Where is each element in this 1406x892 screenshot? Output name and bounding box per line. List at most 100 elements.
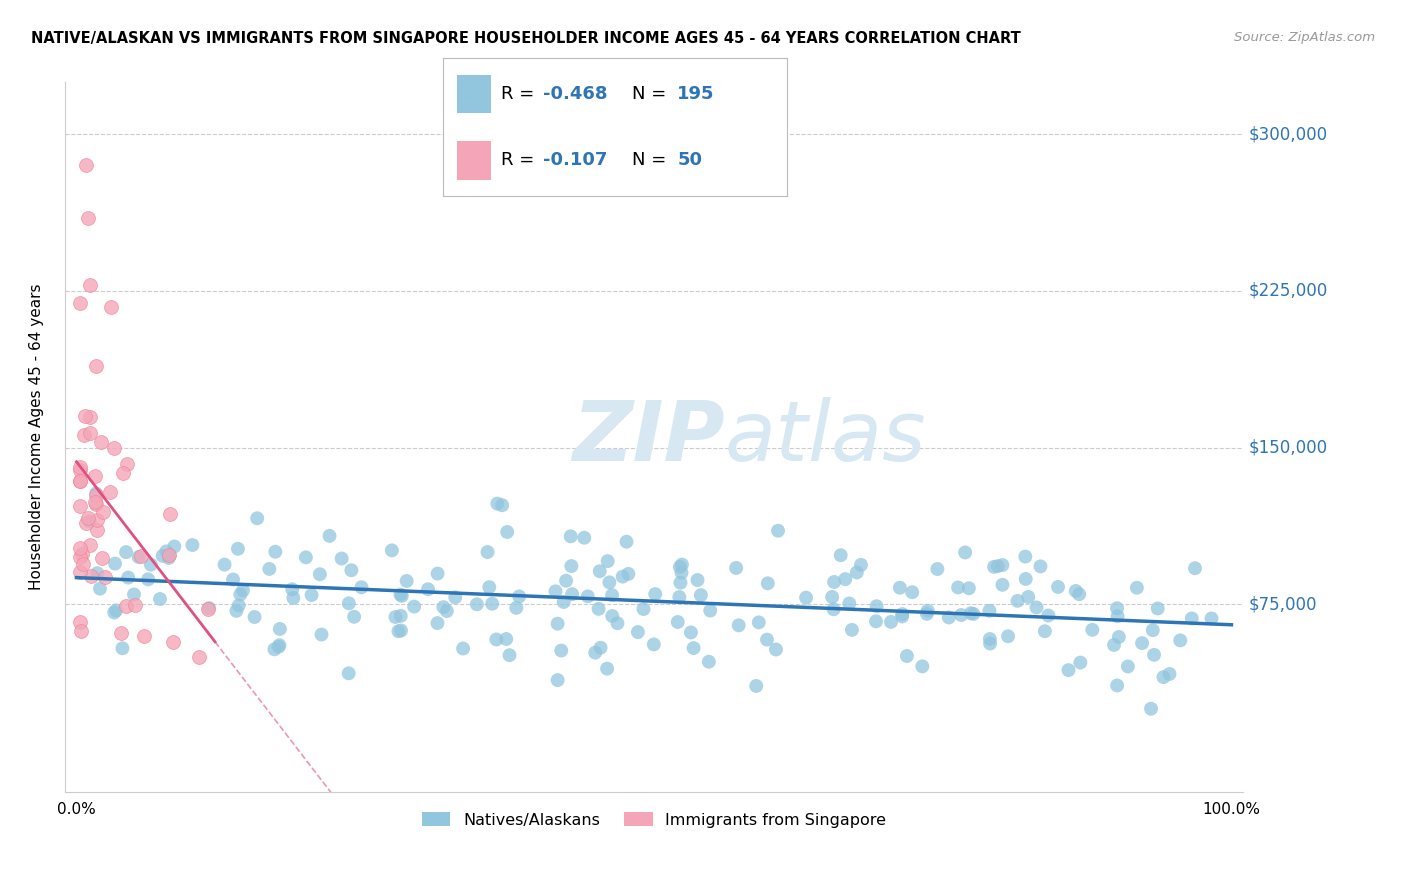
- Point: [389, 608, 412, 623]
- Point: [162, 635, 184, 649]
- Point: [498, 648, 520, 662]
- Text: atlas: atlas: [724, 397, 927, 477]
- Point: [69, 459, 91, 474]
- Point: [1081, 623, 1104, 637]
- Point: [633, 602, 655, 616]
- Point: [911, 659, 934, 673]
- Point: [163, 540, 186, 554]
- Point: [481, 597, 503, 611]
- Text: R =: R =: [502, 85, 540, 103]
- Point: [444, 591, 467, 605]
- Point: [75, 159, 97, 173]
- Point: [1108, 630, 1130, 644]
- Point: [91, 504, 114, 518]
- Point: [84, 488, 107, 502]
- Point: [246, 511, 269, 525]
- Point: [283, 591, 305, 605]
- Point: [69, 565, 91, 579]
- Point: [104, 557, 127, 571]
- Point: [226, 541, 249, 556]
- Text: -0.107: -0.107: [543, 152, 607, 169]
- Point: [69, 541, 91, 555]
- Point: [79, 538, 101, 552]
- Point: [309, 567, 332, 582]
- Point: [865, 599, 887, 614]
- Point: [1047, 580, 1070, 594]
- Point: [1029, 559, 1052, 574]
- Y-axis label: Householder Income Ages 45 - 64 years: Householder Income Ages 45 - 64 years: [30, 284, 44, 591]
- Point: [830, 548, 852, 562]
- Point: [115, 599, 138, 614]
- Point: [117, 571, 139, 585]
- Point: [547, 616, 569, 631]
- Point: [181, 538, 204, 552]
- Point: [391, 589, 413, 603]
- Point: [1069, 587, 1091, 601]
- Point: [508, 590, 530, 604]
- Point: [115, 545, 138, 559]
- Point: [159, 507, 181, 521]
- Point: [544, 584, 567, 599]
- Point: [901, 585, 924, 599]
- Bar: [457, 75, 491, 113]
- Point: [1107, 678, 1129, 692]
- Text: 195: 195: [678, 85, 714, 103]
- Point: [606, 616, 628, 631]
- Point: [1102, 638, 1125, 652]
- Point: [553, 595, 575, 609]
- Point: [991, 578, 1014, 592]
- Point: [115, 457, 138, 471]
- Point: [962, 607, 984, 621]
- Point: [152, 549, 174, 563]
- Point: [496, 524, 519, 539]
- Point: [72, 557, 94, 571]
- Text: $300,000: $300,000: [1249, 125, 1329, 143]
- Point: [69, 499, 91, 513]
- Point: [495, 632, 517, 646]
- Point: [679, 625, 702, 640]
- Point: [478, 580, 501, 594]
- Point: [159, 549, 181, 563]
- Point: [765, 642, 787, 657]
- Text: NATIVE/ALASKAN VS IMMIGRANTS FROM SINGAPORE HOUSEHOLDER INCOME AGES 45 - 64 YEAR: NATIVE/ALASKAN VS IMMIGRANTS FROM SINGAP…: [31, 31, 1021, 46]
- Point: [80, 568, 103, 582]
- Point: [756, 576, 779, 591]
- Point: [94, 570, 117, 584]
- Point: [598, 575, 620, 590]
- Point: [1153, 670, 1175, 684]
- Point: [491, 498, 513, 512]
- Point: [83, 468, 105, 483]
- Point: [600, 609, 623, 624]
- Point: [350, 580, 373, 594]
- Point: [311, 627, 333, 641]
- Point: [896, 648, 918, 663]
- Point: [766, 524, 789, 538]
- Point: [477, 545, 499, 559]
- Point: [69, 615, 91, 629]
- Point: [84, 495, 107, 509]
- Point: [100, 300, 122, 314]
- Point: [927, 562, 949, 576]
- Point: [689, 588, 711, 602]
- Point: [555, 574, 578, 588]
- Point: [243, 610, 266, 624]
- Point: [745, 679, 768, 693]
- Point: [889, 581, 911, 595]
- Point: [70, 547, 93, 561]
- Point: [841, 623, 863, 637]
- Point: [416, 582, 439, 597]
- Point: [111, 641, 134, 656]
- Point: [69, 549, 91, 564]
- Point: [821, 590, 844, 604]
- Point: [404, 599, 426, 614]
- Point: [79, 409, 101, 424]
- Point: [589, 640, 612, 655]
- Point: [381, 543, 404, 558]
- Point: [387, 624, 409, 639]
- Point: [73, 428, 96, 442]
- Point: [1143, 648, 1166, 662]
- Point: [1014, 549, 1036, 564]
- Point: [1069, 656, 1091, 670]
- Point: [671, 566, 693, 580]
- Point: [77, 511, 100, 525]
